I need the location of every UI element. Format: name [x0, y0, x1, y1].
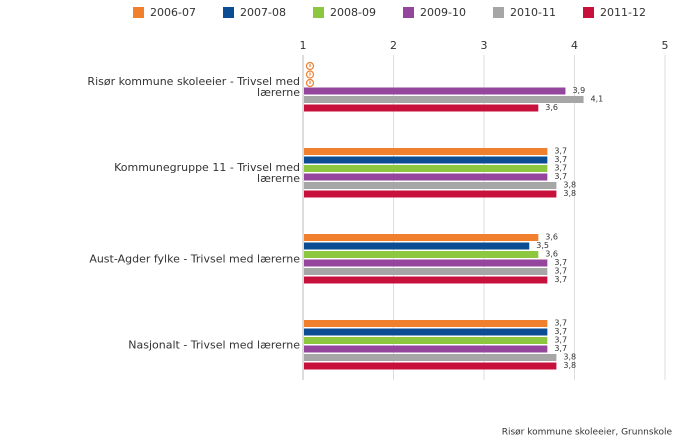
value-label: 3,5	[536, 241, 549, 250]
legend-label: 2007-08	[240, 6, 286, 19]
bar	[304, 104, 539, 112]
value-label: 3,7	[554, 172, 567, 181]
x-tick-label: 4	[571, 39, 578, 52]
bar	[304, 96, 584, 103]
value-label: 3,8	[563, 181, 576, 190]
value-label: 3,7	[554, 147, 567, 156]
value-label: 3,8	[563, 189, 576, 198]
legend-label: 2009-10	[420, 6, 466, 19]
footer: Risør kommune skoleeier, Grunnskole	[502, 428, 673, 438]
bar	[304, 337, 548, 344]
legend-swatch	[583, 7, 594, 18]
value-label: 3,7	[554, 267, 567, 276]
value-label: 3,6	[545, 103, 558, 112]
category-label: Aust-Agder fylke - Trivsel med lærerne	[89, 252, 300, 266]
value-label: 3,7	[554, 336, 567, 345]
value-label: 3,7	[554, 319, 567, 328]
bar	[304, 320, 548, 327]
x-tick-label: 1	[300, 39, 307, 52]
bar	[304, 251, 539, 258]
legend-swatch	[133, 7, 144, 18]
bar	[304, 259, 548, 267]
value-label: 3,8	[563, 361, 576, 370]
x-tick-label: 3	[481, 39, 488, 52]
bar	[304, 148, 548, 155]
value-label: 3,7	[554, 344, 567, 353]
legend-label: 2008-09	[330, 6, 376, 19]
legend-swatch	[403, 7, 414, 18]
value-label: 3,6	[545, 250, 558, 259]
value-label: 3,7	[554, 275, 567, 284]
legend-label: 2006-07	[150, 6, 196, 19]
legend-label: 2011-12	[600, 6, 646, 19]
bar	[304, 234, 539, 241]
legend-swatch	[223, 7, 234, 18]
bar	[304, 173, 548, 181]
value-label: 3,7	[554, 155, 567, 164]
x-tick-label: 5	[662, 39, 669, 52]
bar	[304, 345, 548, 353]
x-tick-label: 2	[390, 39, 397, 52]
value-label: 3,7	[554, 164, 567, 173]
legend-swatch	[493, 7, 504, 18]
value-label: 4,1	[591, 95, 604, 104]
bar	[304, 156, 548, 164]
category-label: Kommunegruppe 11 - Trivsel med lærerne	[114, 161, 300, 185]
bar	[304, 362, 557, 370]
value-label: 3,8	[563, 353, 576, 362]
legend-label: 2010-11	[510, 6, 556, 19]
category-label: Nasjonalt - Trivsel med lærerne	[128, 338, 300, 352]
value-label: 3,7	[554, 327, 567, 336]
bar	[304, 242, 530, 250]
bar	[304, 182, 557, 189]
value-label: 3,7	[554, 258, 567, 267]
legend-swatch	[313, 7, 324, 18]
value-label: 3,9	[572, 86, 585, 95]
value-label: 3,6	[545, 233, 558, 242]
bar	[304, 87, 566, 95]
bar	[304, 354, 557, 361]
bar	[304, 328, 548, 336]
bar	[304, 268, 548, 275]
bar	[304, 276, 548, 284]
category-label: Risør kommune skoleeier - Trivsel med læ…	[87, 75, 300, 99]
bar	[304, 190, 557, 198]
bar	[304, 165, 548, 172]
